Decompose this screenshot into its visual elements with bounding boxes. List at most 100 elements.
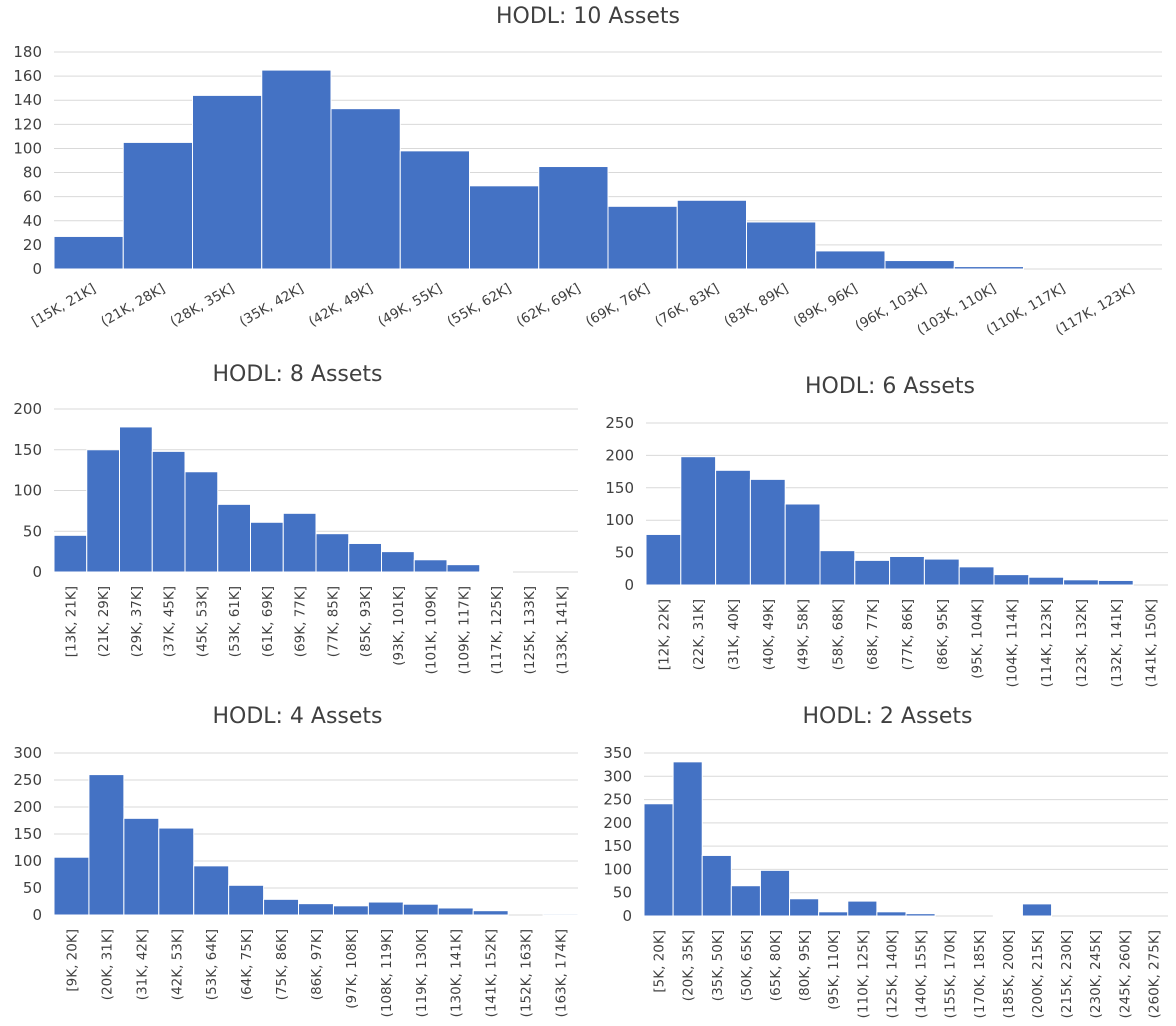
x-tick-label: (62K, 69K] bbox=[514, 281, 584, 330]
bar bbox=[993, 574, 1030, 586]
bar bbox=[645, 533, 682, 586]
bar bbox=[151, 450, 186, 573]
x-tick-label: (22K, 31K] bbox=[691, 599, 707, 670]
x-tick-label: (35K, 42K] bbox=[237, 281, 307, 330]
x-tick-label: (77K, 86K] bbox=[900, 599, 916, 670]
chart-title: HODL: 10 Assets bbox=[495, 4, 681, 29]
bar bbox=[315, 533, 350, 573]
x-tick-label: (69K, 77K] bbox=[293, 586, 309, 657]
bar bbox=[413, 559, 448, 573]
x-tick-label: (125K, 140K] bbox=[884, 930, 900, 1018]
bar bbox=[701, 854, 732, 917]
bar bbox=[958, 566, 995, 586]
y-tick-label: 0 bbox=[32, 260, 42, 278]
x-tick-label: (141K, 150K] bbox=[1144, 599, 1160, 687]
x-tick-label: (83K, 89K] bbox=[721, 281, 791, 330]
x-tick-label: (86K, 95K] bbox=[935, 599, 951, 670]
y-tick-label: 100 bbox=[13, 139, 42, 157]
bar bbox=[1097, 579, 1134, 586]
x-tick-label: [13K, 21K] bbox=[63, 586, 79, 657]
y-tick-label: 200 bbox=[605, 446, 634, 464]
x-tick-label: (42K, 49K] bbox=[306, 281, 376, 330]
x-tick-label: (50K, 65K] bbox=[739, 930, 755, 1001]
bar bbox=[119, 426, 153, 573]
y-tick-label: 250 bbox=[605, 414, 634, 432]
x-tick-label: (140K, 155K] bbox=[914, 930, 930, 1018]
chart-svg: 0 20 40 60 80 100 120 140 160 180 [15K, 21K] (21K, … bbox=[13, 43, 1162, 339]
x-tick-label: (29K, 37K] bbox=[129, 586, 145, 657]
x-tick-label: (76K, 83K] bbox=[652, 281, 722, 330]
x-tick-label: (95K, 104K] bbox=[970, 599, 986, 679]
bar bbox=[348, 542, 382, 573]
x-tick-label: (20K, 35K] bbox=[681, 930, 697, 1001]
x-tick-label: (200K, 215K] bbox=[1030, 930, 1046, 1018]
bar bbox=[261, 69, 332, 270]
x-tick-label: (155K, 170K] bbox=[943, 930, 959, 1018]
x-tick-label: (55K, 62K] bbox=[444, 281, 514, 330]
x-tick-label: (163K, 174K] bbox=[554, 929, 570, 1017]
bar bbox=[643, 803, 674, 917]
x-tick-label: (95K, 110K] bbox=[826, 930, 842, 1010]
bar bbox=[538, 166, 609, 270]
bar bbox=[298, 903, 334, 916]
y-tick-label: 100 bbox=[13, 852, 42, 870]
x-tick-label: (230K, 245K] bbox=[1088, 930, 1104, 1018]
bar bbox=[730, 885, 761, 917]
bar bbox=[789, 898, 820, 917]
y-tick-label: 120 bbox=[13, 115, 42, 133]
x-tick-label: (117K, 125K] bbox=[489, 586, 505, 674]
x-tick-label: (61K, 69K] bbox=[260, 586, 276, 657]
x-tick-label: (28K, 35K] bbox=[167, 281, 237, 330]
bar bbox=[53, 534, 88, 573]
chart-svg: 0 50 100 150 200 [13K, 21K] (21K, 29K] (29K, 37… bbox=[13, 400, 578, 674]
x-tick-label: (170K, 185K] bbox=[972, 930, 988, 1018]
bar bbox=[282, 512, 317, 573]
bar bbox=[158, 827, 195, 916]
bar bbox=[86, 449, 120, 573]
bar bbox=[184, 471, 219, 573]
bar bbox=[818, 911, 849, 917]
bar bbox=[672, 761, 703, 917]
x-tick-label: (132K, 141K] bbox=[1109, 599, 1125, 687]
chart-title: HODL: 6 Assets bbox=[804, 374, 976, 399]
bar bbox=[815, 250, 886, 270]
bar bbox=[889, 555, 925, 586]
x-tick-label: (130K, 141K] bbox=[449, 929, 465, 1017]
bar bbox=[250, 521, 284, 573]
bar bbox=[953, 266, 1024, 270]
x-tick-label: (64K, 75K] bbox=[239, 929, 255, 1000]
y-tick-label: 180 bbox=[13, 43, 42, 61]
x-tick-label: (245K, 260K] bbox=[1117, 930, 1133, 1018]
bar bbox=[749, 478, 786, 586]
bar bbox=[479, 570, 513, 573]
bar bbox=[367, 901, 404, 916]
y-tick-label: 60 bbox=[23, 188, 42, 206]
x-tick-label: [15K, 21K] bbox=[29, 281, 99, 330]
x-tick-label: (89K, 96K] bbox=[791, 281, 861, 330]
x-tick-label: (68K, 77K] bbox=[865, 599, 881, 670]
x-tick-label: (85K, 93K] bbox=[358, 586, 374, 657]
bar bbox=[1063, 579, 1099, 586]
x-tick-label: (80K, 95K] bbox=[797, 930, 813, 1001]
x-tick-label: (35K, 50K] bbox=[710, 930, 726, 1001]
x-tick-label: (53K, 64K] bbox=[204, 929, 220, 1000]
x-tick-label: (21K, 29K] bbox=[96, 586, 112, 657]
bar bbox=[905, 913, 936, 917]
bar bbox=[876, 911, 907, 917]
y-tick-label: 50 bbox=[23, 522, 42, 540]
y-tick-label: 200 bbox=[13, 798, 42, 816]
x-tick-label: (49K, 55K] bbox=[375, 281, 445, 330]
x-tick-label: [5K, 20K] bbox=[652, 930, 668, 993]
x-tick-label: (119K, 130K] bbox=[414, 929, 430, 1017]
x-tick-label: (109K, 117K] bbox=[456, 586, 472, 674]
y-tick-label: 100 bbox=[603, 860, 632, 878]
bar bbox=[446, 564, 481, 573]
y-tick-label: 40 bbox=[23, 212, 42, 230]
chart-hodl-10-assets: HODL: 10 Assets 0 20 40 60 80 100 120 140 160 180… bbox=[0, 0, 1176, 360]
y-tick-label: 140 bbox=[13, 91, 42, 109]
y-tick-label: 160 bbox=[13, 67, 42, 85]
bar bbox=[332, 905, 369, 916]
bar bbox=[217, 503, 251, 573]
x-tick-label: (97K, 108K] bbox=[344, 929, 360, 1009]
chart-svg: 0 50 100 150 200 250 300 [9K, 20K] (20K, 31K] (31… bbox=[13, 744, 579, 1017]
